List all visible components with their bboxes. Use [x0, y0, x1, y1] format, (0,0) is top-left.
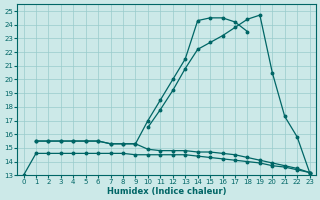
- X-axis label: Humidex (Indice chaleur): Humidex (Indice chaleur): [107, 187, 226, 196]
